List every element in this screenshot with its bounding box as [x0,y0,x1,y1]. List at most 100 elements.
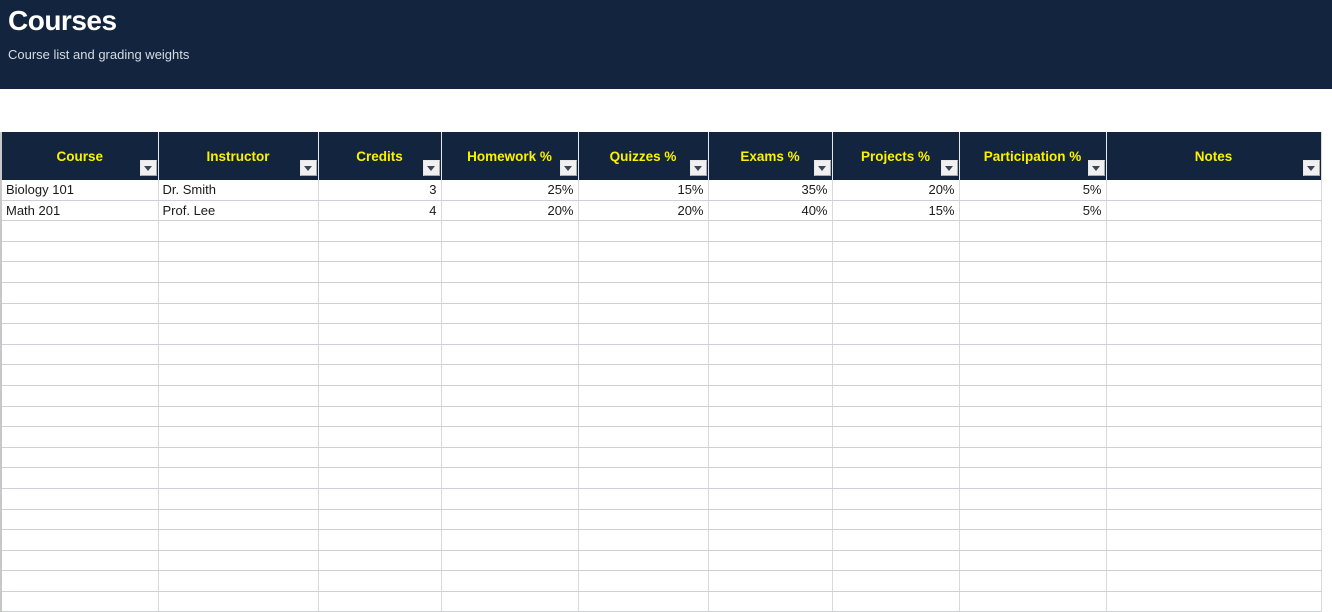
cell[interactable] [578,509,709,531]
cell[interactable] [832,323,960,345]
cell[interactable] [708,406,833,428]
cell[interactable] [832,261,960,283]
column-header-projects[interactable]: Projects % [832,132,960,180]
cell[interactable] [318,282,442,304]
cell[interactable]: 4 [318,200,442,222]
cell[interactable] [1106,241,1322,263]
cell[interactable] [959,261,1107,283]
cell[interactable] [1106,180,1322,201]
cell[interactable] [1,426,159,448]
cell[interactable] [441,447,579,469]
cell[interactable] [578,467,709,489]
cell[interactable] [318,323,442,345]
cell[interactable] [832,529,960,551]
cell[interactable]: 15% [832,200,960,222]
cell[interactable] [959,220,1107,242]
cell[interactable] [1106,406,1322,428]
cell[interactable] [441,344,579,366]
cell[interactable] [1106,529,1322,551]
cell[interactable] [318,406,442,428]
cell[interactable] [1106,447,1322,469]
filter-dropdown-button[interactable] [1087,160,1105,176]
cell[interactable] [318,591,442,612]
cell[interactable] [1106,364,1322,386]
cell[interactable] [1106,220,1322,242]
cell[interactable] [158,426,319,448]
cell[interactable] [441,570,579,592]
cell[interactable] [1,344,159,366]
cell[interactable] [318,261,442,283]
cell[interactable] [959,385,1107,407]
cell[interactable]: 15% [578,180,709,201]
cell[interactable] [441,529,579,551]
cell[interactable] [959,303,1107,325]
cell[interactable] [708,282,833,304]
column-header-homework[interactable]: Homework % [441,132,579,180]
cell[interactable] [578,220,709,242]
cell[interactable] [158,550,319,572]
cell[interactable] [708,385,833,407]
cell[interactable] [158,241,319,263]
cell[interactable] [1106,509,1322,531]
cell[interactable] [708,550,833,572]
cell[interactable] [959,344,1107,366]
cell[interactable] [578,447,709,469]
cell[interactable] [158,282,319,304]
cell[interactable] [1106,200,1322,222]
cell[interactable] [318,220,442,242]
cell[interactable] [318,550,442,572]
cell[interactable] [959,591,1107,612]
cell[interactable] [578,550,709,572]
cell[interactable]: 20% [441,200,579,222]
cell[interactable] [441,550,579,572]
filter-dropdown-button[interactable] [813,160,831,176]
cell[interactable] [158,488,319,510]
cell[interactable]: 3 [318,180,442,201]
cell[interactable] [1,406,159,428]
cell[interactable] [158,385,319,407]
cell[interactable] [832,447,960,469]
cell[interactable] [1106,282,1322,304]
cell[interactable] [832,467,960,489]
cell[interactable] [441,220,579,242]
cell[interactable] [1106,261,1322,283]
cell[interactable] [832,488,960,510]
cell[interactable] [318,364,442,386]
cell[interactable] [959,447,1107,469]
cell[interactable] [318,488,442,510]
cell[interactable] [832,426,960,448]
cell[interactable] [158,323,319,345]
cell[interactable] [441,261,579,283]
cell[interactable] [832,406,960,428]
column-header-instructor[interactable]: Instructor [158,132,319,180]
cell[interactable] [1106,323,1322,345]
cell[interactable] [708,488,833,510]
cell[interactable] [1,488,159,510]
cell[interactable] [1106,591,1322,612]
cell[interactable] [158,447,319,469]
cell[interactable] [318,447,442,469]
cell[interactable] [708,467,833,489]
cell[interactable] [1106,550,1322,572]
cell[interactable] [318,426,442,448]
cell[interactable] [1106,426,1322,448]
cell[interactable] [578,282,709,304]
cell[interactable] [832,220,960,242]
filter-dropdown-button[interactable] [559,160,577,176]
cell[interactable] [708,529,833,551]
cell[interactable] [832,509,960,531]
cell[interactable] [959,550,1107,572]
cell[interactable] [708,261,833,283]
filter-dropdown-button[interactable] [422,160,440,176]
cell[interactable]: 5% [959,200,1107,222]
cell[interactable] [1106,467,1322,489]
cell[interactable] [578,323,709,345]
cell[interactable]: 20% [578,200,709,222]
cell[interactable]: 25% [441,180,579,201]
cell[interactable] [158,344,319,366]
cell[interactable] [441,426,579,448]
cell[interactable] [832,282,960,304]
cell[interactable] [318,344,442,366]
cell[interactable] [578,261,709,283]
cell[interactable] [832,364,960,386]
